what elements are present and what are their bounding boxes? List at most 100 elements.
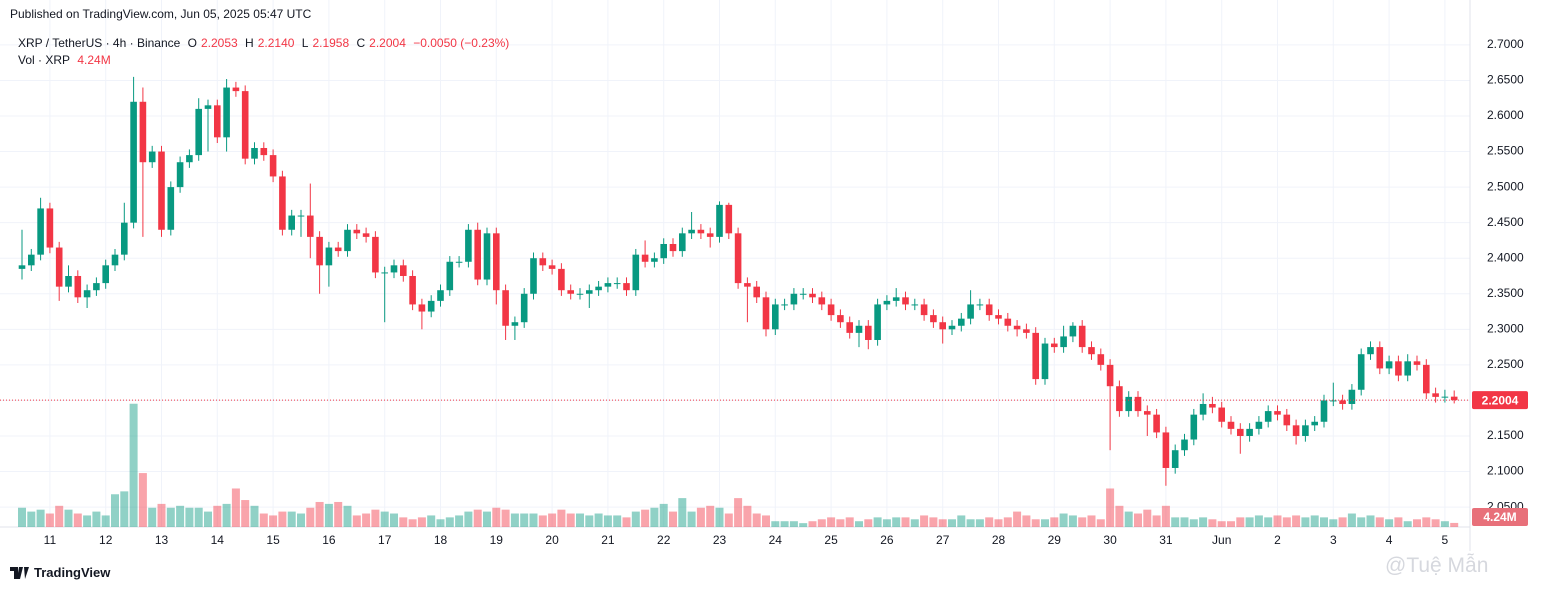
candle-body [558, 268, 565, 291]
volume-bar [1338, 517, 1347, 527]
volume-bar [315, 501, 324, 527]
volume-bar [817, 519, 826, 527]
candle-body [1348, 389, 1356, 404]
candle-body [772, 304, 779, 330]
volume-bar [1106, 488, 1115, 527]
volume-bar [287, 511, 296, 527]
candle-body [827, 304, 835, 316]
candle-body [1171, 450, 1179, 468]
volume-bar [138, 473, 147, 527]
candle-body [725, 204, 733, 234]
volume-bar [362, 513, 371, 527]
y-tick-label: 2.5000 [1487, 179, 1524, 193]
volume-bar [120, 491, 129, 527]
candle-body [493, 233, 500, 291]
candle-body [1385, 361, 1393, 369]
volume-bar [483, 511, 491, 527]
candle-body [251, 147, 258, 159]
volume-bar [1310, 515, 1319, 527]
volume-bar [1152, 515, 1161, 527]
volume-bar [789, 521, 798, 527]
volume-bar [752, 513, 761, 527]
volume-bar [436, 519, 445, 527]
ohlc-label: C [356, 36, 366, 50]
volume-bar [269, 515, 278, 527]
candle-body [753, 286, 760, 298]
y-tick-label: 2.6500 [1487, 73, 1524, 87]
candle-body [474, 229, 481, 280]
candle-body [1357, 354, 1365, 390]
x-tick-label: 28 [992, 533, 1006, 547]
watermark: @Tuệ Mẫn [1385, 554, 1489, 577]
candle-body [139, 101, 147, 163]
volume-bar [408, 519, 417, 527]
x-tick-label: 27 [936, 533, 950, 547]
volume-bar [566, 513, 575, 527]
volume-bar [1115, 505, 1124, 527]
x-tick-label: 17 [378, 533, 392, 547]
candle-body [232, 87, 240, 92]
volume-bar [157, 503, 166, 527]
last-price-label: 2.2004 [1482, 393, 1519, 407]
volume-bar [659, 503, 668, 527]
candle-body [1264, 411, 1272, 422]
candle-body [1292, 425, 1300, 436]
candle-body [1190, 414, 1198, 440]
x-tick-label: 29 [1048, 533, 1062, 547]
y-tick-label: 2.4000 [1487, 250, 1524, 264]
volume-bar [1143, 509, 1152, 527]
volume-bar [1031, 519, 1040, 527]
candle-body [930, 315, 937, 323]
volume-bar [603, 515, 612, 527]
candle-body [595, 286, 602, 291]
y-tick-label: 2.5500 [1487, 144, 1524, 158]
candle-body [1376, 347, 1384, 369]
ohlc-value: 2.2053 [201, 36, 238, 50]
ohlc-value: 2.2004 [369, 36, 406, 50]
volume-bar [427, 515, 436, 527]
volume-bar [687, 511, 696, 527]
volume-bar [1366, 515, 1375, 527]
volume-bar [1245, 517, 1254, 527]
candle-body [362, 233, 370, 237]
candle-body [855, 325, 863, 333]
candle-body [1051, 343, 1058, 348]
y-tick-label: 2.3500 [1487, 286, 1524, 300]
candle-body [976, 304, 984, 306]
candle-body [1404, 361, 1411, 376]
volume-bar [548, 513, 557, 527]
volume-bar [827, 517, 836, 527]
volume-bar [910, 519, 919, 527]
candle-body [790, 293, 798, 305]
volume-bar [1422, 517, 1431, 527]
volume-bar [845, 517, 854, 527]
x-tick-label: 30 [1103, 533, 1117, 547]
candle-body [148, 151, 156, 163]
candle-body [37, 208, 44, 255]
volume-bar [399, 517, 408, 527]
candle-body [223, 87, 230, 138]
volume-bar [975, 519, 984, 527]
volume-bar [455, 515, 464, 527]
candle-body [1125, 396, 1132, 412]
candle-body [920, 304, 928, 316]
candle-body [818, 297, 826, 305]
candle-body [1060, 336, 1067, 348]
volume-bar [715, 507, 724, 527]
candle-body [269, 155, 277, 177]
volume-bar [613, 515, 622, 527]
volume-bar [696, 507, 705, 527]
candle-body [241, 91, 249, 159]
candle-body [279, 176, 286, 230]
x-tick-label: 23 [713, 533, 727, 547]
volume-bar [631, 511, 640, 527]
published-note: Published on TradingView.com, Jun 05, 20… [10, 7, 312, 21]
volume-bar [1236, 517, 1245, 527]
candle-body [846, 322, 853, 333]
volume-bar [129, 403, 138, 527]
volume-bar [1161, 505, 1170, 527]
candle-body [995, 315, 1002, 319]
volume-bar [250, 505, 259, 527]
candle-body [1078, 325, 1086, 348]
volume-bar [18, 507, 26, 527]
